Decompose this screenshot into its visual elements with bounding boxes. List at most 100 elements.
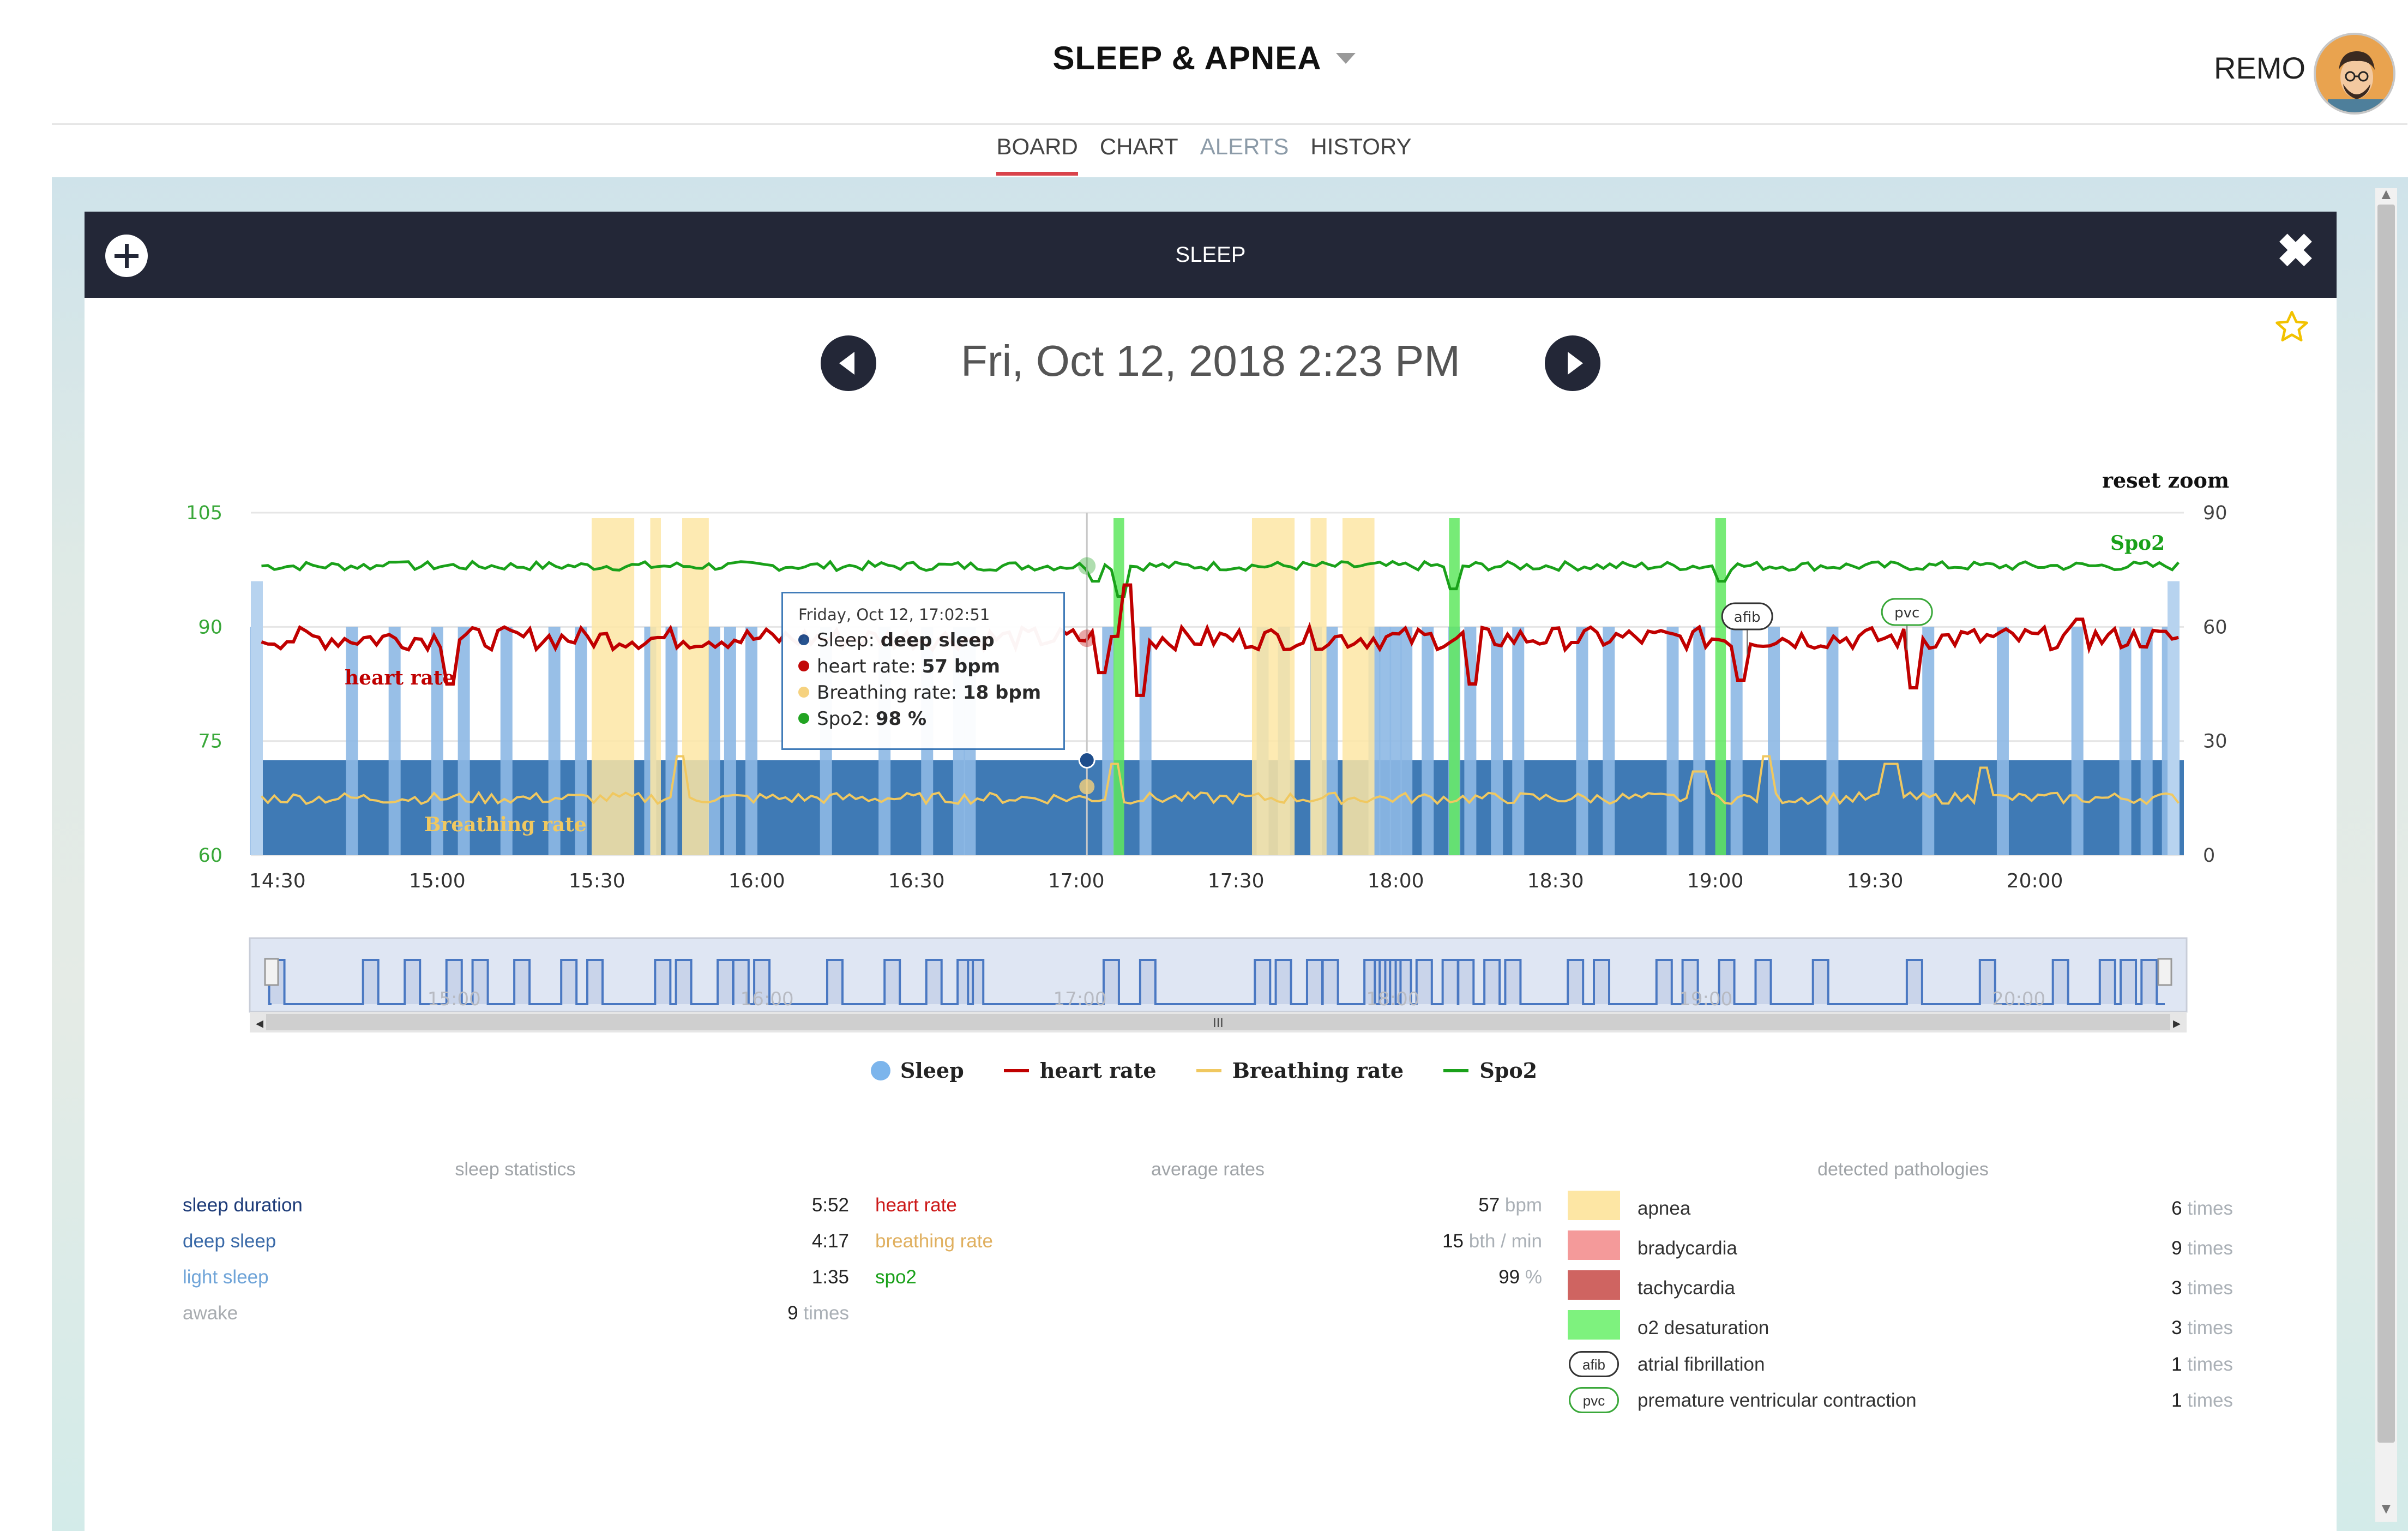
legend-item-spo2[interactable]: Spo2 [1443,1058,1537,1083]
pathology-count: 9 times [2171,1238,2233,1259]
average-rates-title: average rates [1151,1159,1265,1180]
awake-bar [1422,627,1434,855]
previous-day-button[interactable] [821,335,876,391]
tab-history[interactable]: HISTORY [1310,134,1412,159]
pathology-count: 1 times [2171,1354,2233,1376]
stat-name: deep sleep [183,1230,276,1252]
stat-number: 5:52 [811,1194,849,1216]
breathing-rate-line [261,755,2180,806]
chart-tooltip: Friday, Oct 12, 17:02:51 Sleep: deep sle… [781,592,1065,750]
stat-number: 9 [787,1302,798,1324]
breathing-rate-label: Breathing rate [424,813,587,836]
pathology-name: atrial fibrillation [1638,1354,1765,1375]
navigator-right-handle[interactable] [2157,958,2172,986]
y-left-tick-label: 105 [186,502,222,524]
legend-item-heart-rate[interactable]: heart rate [1003,1058,1157,1083]
crosshair [1078,513,1096,855]
caret-left-icon [839,352,854,375]
y-left-tick-label: 60 [198,845,222,867]
navigator-left-handle[interactable] [264,958,279,986]
apnea-band [1310,518,1327,855]
awake-bar [1693,627,1706,855]
crosshair-sleep-point [1078,752,1095,769]
stat-unit: % [1525,1266,1542,1288]
x-tick-label: 17:30 [1208,870,1265,892]
chevron-down-icon[interactable] [1335,53,1356,64]
pathology-number: 3 [2171,1277,2182,1299]
pathology-count: 3 times [2171,1317,2233,1339]
app-title[interactable]: SLEEP & APNEA [0,39,2408,77]
afib-badge: afib [1569,1351,1619,1377]
o2-desaturation-band [1715,518,1726,855]
navigator: 15:00 16:00 17:00 18:00 19:00 20:00 ◂ ▸ III [249,937,2188,1032]
navigator-tick-label: 15:00 [428,988,481,1010]
stat-value: 99 % [1498,1266,1542,1288]
stat-name: heart rate [875,1194,957,1216]
awake-bar [1139,627,1152,855]
x-tick-label: 18:30 [1527,870,1584,892]
awake-bar [1996,627,2009,855]
awake-bar [251,581,263,855]
navigator-tick-label: 18:00 [1366,988,1419,1010]
crosshair-breathing-point [1079,779,1095,795]
afib-marker-label: afib [1734,609,1761,626]
legend-label: Sleep [900,1058,964,1083]
awake-bar [1826,627,1839,855]
reset-zoom-button[interactable]: reset zoom [2102,468,2230,493]
navigator-tick-label: 20:00 [1992,988,2045,1010]
star-icon[interactable] [2273,308,2311,346]
pathology-name: premature ventricular contraction [1638,1390,1917,1411]
next-day-button[interactable] [1545,335,1600,391]
panel-header [85,212,2337,298]
close-icon[interactable]: ✖ [2276,225,2315,277]
awake-bar [346,627,358,855]
tooltip-row-breathing-rate: Breathing rate: 18 bpm [798,680,1048,706]
sleep-chart[interactable]: heart rate Breathing rate Spo2 afib pvc 14:… [0,0,2408,1091]
awake-bar [1512,627,1525,855]
y-right-tick-label: 0 [2203,845,2215,867]
tooltip-row-heart-rate: heart rate: 57 bpm [798,653,1048,680]
awake-bar [1768,627,1780,855]
add-widget-button[interactable] [105,235,148,277]
awake-bar [1730,627,1743,855]
legend-item-breathing-rate[interactable]: Breathing rate [1196,1058,1404,1083]
scroll-up-icon[interactable]: ▲ [2379,185,2394,202]
x-tick-label: 19:30 [1847,870,1904,892]
awake-bar [1491,627,1503,855]
pathology-unit: times [2187,1277,2233,1299]
awake-bar [1326,627,1338,855]
scroll-down-icon[interactable]: ▼ [2379,1500,2394,1517]
tooltip-row-spo2: Spo2: 98 % [798,706,1048,732]
y-right-tick-label: 30 [2203,731,2228,753]
series-dot-icon [798,634,809,645]
x-tick-label: 15:30 [569,870,625,892]
chart-legend: Sleep heart rate Breathing rate Spo2 [0,1058,2408,1083]
x-tick-label: 18:00 [1368,870,1424,892]
o2-desaturation-band [1449,518,1460,855]
scrollbar-thumb[interactable] [2377,205,2395,1443]
y-right-tick-label: 90 [2203,502,2228,524]
awake-bar [1922,627,1935,855]
scroll-right-icon[interactable]: ▸ [2173,1014,2181,1032]
scroll-left-icon[interactable]: ◂ [256,1014,263,1032]
legend-item-sleep[interactable]: Sleep [870,1058,964,1083]
x-tick-label: 17:00 [1048,870,1105,892]
avatar[interactable] [2314,33,2395,115]
pathology-count: 1 times [2171,1390,2233,1412]
pvc-marker-label: pvc [1894,605,1919,621]
tab-alerts[interactable]: ALERTS [1200,134,1289,159]
user-name[interactable]: REMO [2214,51,2305,85]
tab-board[interactable]: BOARD [996,134,1078,176]
stat-name: spo2 [875,1266,917,1288]
tab-chart[interactable]: CHART [1099,134,1178,159]
pathology-unit: times [2187,1198,2233,1219]
stat-value: 9 times [787,1302,849,1324]
awake-bar [665,627,678,855]
legend-line-icon [1003,1068,1029,1072]
series-dot-icon [798,660,809,671]
stat-unit: bth / min [1468,1230,1542,1252]
pathology-unit: times [2187,1238,2233,1259]
navigator-scrollbar-thumb[interactable] [266,1014,2170,1030]
awake-bar [745,627,757,855]
pathology-name: tachycardia [1638,1277,1735,1299]
